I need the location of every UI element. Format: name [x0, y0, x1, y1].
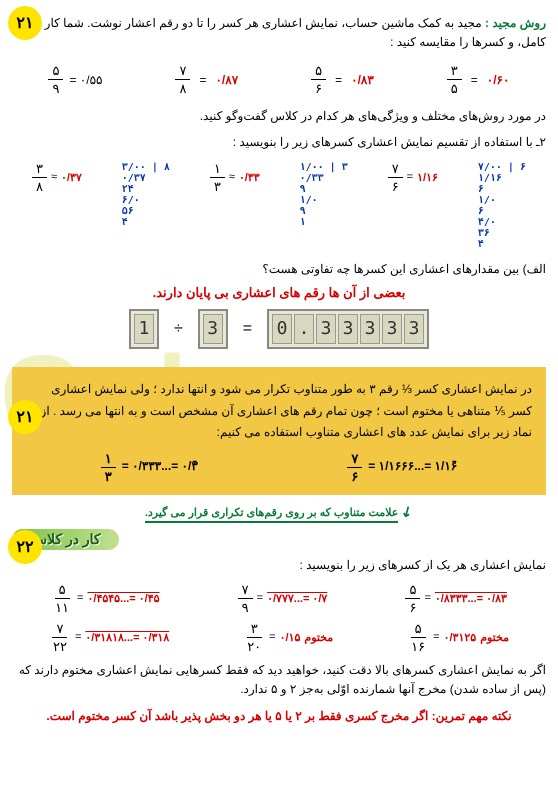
cw1c: ۵۶ =۰/۸۳۳۳...= ۰/۸۳ [405, 583, 506, 614]
cw-row-1: ۵۱۱ =۰/۴۵۴۵...= ۰/۴۵ ۷۹ =۰/۷۷۷...= ۰/۷ ۵… [12, 583, 546, 614]
div-1: ۳۸ ≈۰/۳۷ [32, 162, 82, 193]
answer-1: بعضی از آن ها رقم های اعشاری بی پایان دا… [12, 285, 546, 301]
div-2: ۳/۰۰ | ۸ ۰/۳۷ ۲۴ ۶/۰ ۵۶ ۴ [122, 162, 170, 228]
frac-2: ۷۸ =۰/۸۷ [175, 64, 238, 95]
calculator-display: 1 ÷ 3 = 0.33333 [12, 309, 546, 349]
badge-21-top: ۲۱ [8, 6, 42, 40]
line-2: در مورد روش‌های مختلف و ویژگی‌های هر کدا… [12, 107, 546, 126]
title-text: مجید به کمک ماشین حساب، نمایش اعشاری هر … [20, 16, 546, 49]
yellow-eq-2: ۷۶ = ۱/۱۶۶۶...= ۱/۱۶̄ [347, 452, 457, 483]
yellow-eq-1: ۱۳ = ۰/۳۳۳...= ۰/۳̄ [101, 452, 198, 483]
div-3b: ۷۶ =۱/۱۶ [388, 162, 438, 193]
calc-input-1: 1 [129, 309, 159, 349]
bottom-text: اگر به نمایش اعشاری کسرهای بالا دقت کنید… [12, 661, 546, 699]
green-note: ↙ علامت متناوب که بر روی رقم‌های تکراری … [12, 503, 546, 523]
frac-3: ۵۶ =۰/۸۳ [311, 64, 374, 95]
division-row: ۳۸ ≈۰/۳۷ ۳/۰۰ | ۸ ۰/۳۷ ۲۴ ۶/۰ ۵۶ ۴ ۱۳ ≈۰… [12, 162, 546, 250]
fractions-row-1: ۵۹ = ۰/۵۵ ۷۸ =۰/۸۷ ۵۶ =۰/۸۳ ۳۵ =۰/۶۰ [12, 64, 546, 95]
final-note: نکته مهم تمرین: اگر مخرج کسری فقط بر ۲ ی… [12, 709, 546, 723]
title-prefix: روش مجید : [485, 16, 546, 30]
line-4: الف) بین مقدارهای اعشاری این کسرها چه تف… [12, 260, 546, 279]
cw-row-2: ۷۲۲ =۰/۳۱۸۱۸...= ۰/۳۱۸ ۳۲۰ =۰/۱۵ مختوم ۵… [12, 622, 546, 653]
cw1b: ۷۹ =۰/۷۷۷...= ۰/۷ [238, 583, 328, 614]
cw-instruction: نمایش اعشاری هر یک از کسرهای زیر را بنوی… [12, 556, 546, 575]
badge-21-mid: ۲۱ [8, 400, 42, 434]
arrow-icon: ↙ [398, 501, 417, 522]
div-2b: ۱۳ ≈۰/۳۳ [210, 162, 260, 193]
yellow-info-box: در نمایش اعشاری کسر ⅓ رقم ۳ به طور متناو… [12, 367, 546, 495]
cw2a: ۷۲۲ =۰/۳۱۸۱۸...= ۰/۳۱۸ [49, 622, 169, 653]
cw1a: ۵۱۱ =۰/۴۵۴۵...= ۰/۴۵ [51, 583, 159, 614]
frac-1: ۵۹ = ۰/۵۵ [48, 64, 102, 95]
frac-4: ۳۵ =۰/۶۰ [447, 64, 510, 95]
div-3: ۱/۰۰ | ۳ ۰/۳۳ ۹ ۱/۰ ۹ ۱ [300, 162, 348, 228]
div-4: ۷/۰۰ | ۶ ۱/۱۶ ۶ ۱/۰ ۶ ۴/۰ ۳۶ ۴ [478, 162, 526, 250]
line-3: ۲ـ با استفاده از تقسیم نمایش اعشاری کسره… [12, 133, 546, 152]
cw2c: ۵۱۶ =۰/۳۱۲۵ مختوم [407, 622, 509, 653]
calc-result: 0.33333 [267, 309, 429, 349]
yellow-text: در نمایش اعشاری کسر ⅓ رقم ۳ به طور متناو… [26, 379, 532, 444]
calc-input-2: 3 [198, 309, 228, 349]
badge-22: ۲۲ [8, 530, 42, 564]
cw2b: ۳۲۰ =۰/۱۵ مختوم [243, 622, 333, 653]
header-line: روش مجید : مجید به کمک ماشین حساب، نمایش… [12, 14, 546, 52]
